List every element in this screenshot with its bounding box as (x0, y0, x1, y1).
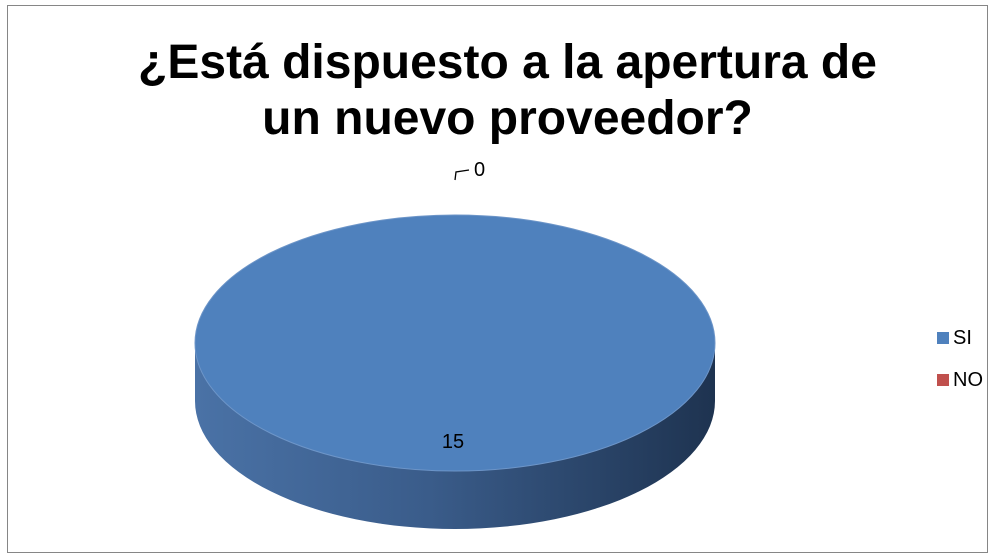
data-label-si: 15 (442, 431, 464, 453)
legend-label-no: NO (953, 369, 983, 391)
legend-swatch-no (937, 374, 949, 386)
legend-item-si: SI (937, 327, 972, 349)
leader-line-no (454, 169, 470, 181)
legend-item-no: NO (937, 369, 983, 391)
data-label-no: 0 (474, 159, 485, 181)
chart-title-line-2: un nuevo proveedor? (262, 92, 753, 145)
pie-slice-si (195, 215, 715, 471)
chart-title: ¿Está dispuesto a la apertura de un nuev… (0, 35, 992, 147)
legend-label-si: SI (953, 327, 972, 349)
pie-side-si (195, 343, 715, 529)
legend-swatch-si (937, 332, 949, 344)
pie-top-edge (194, 214, 716, 472)
chart-title-line-1: ¿Está dispuesto a la apertura de (138, 36, 877, 89)
